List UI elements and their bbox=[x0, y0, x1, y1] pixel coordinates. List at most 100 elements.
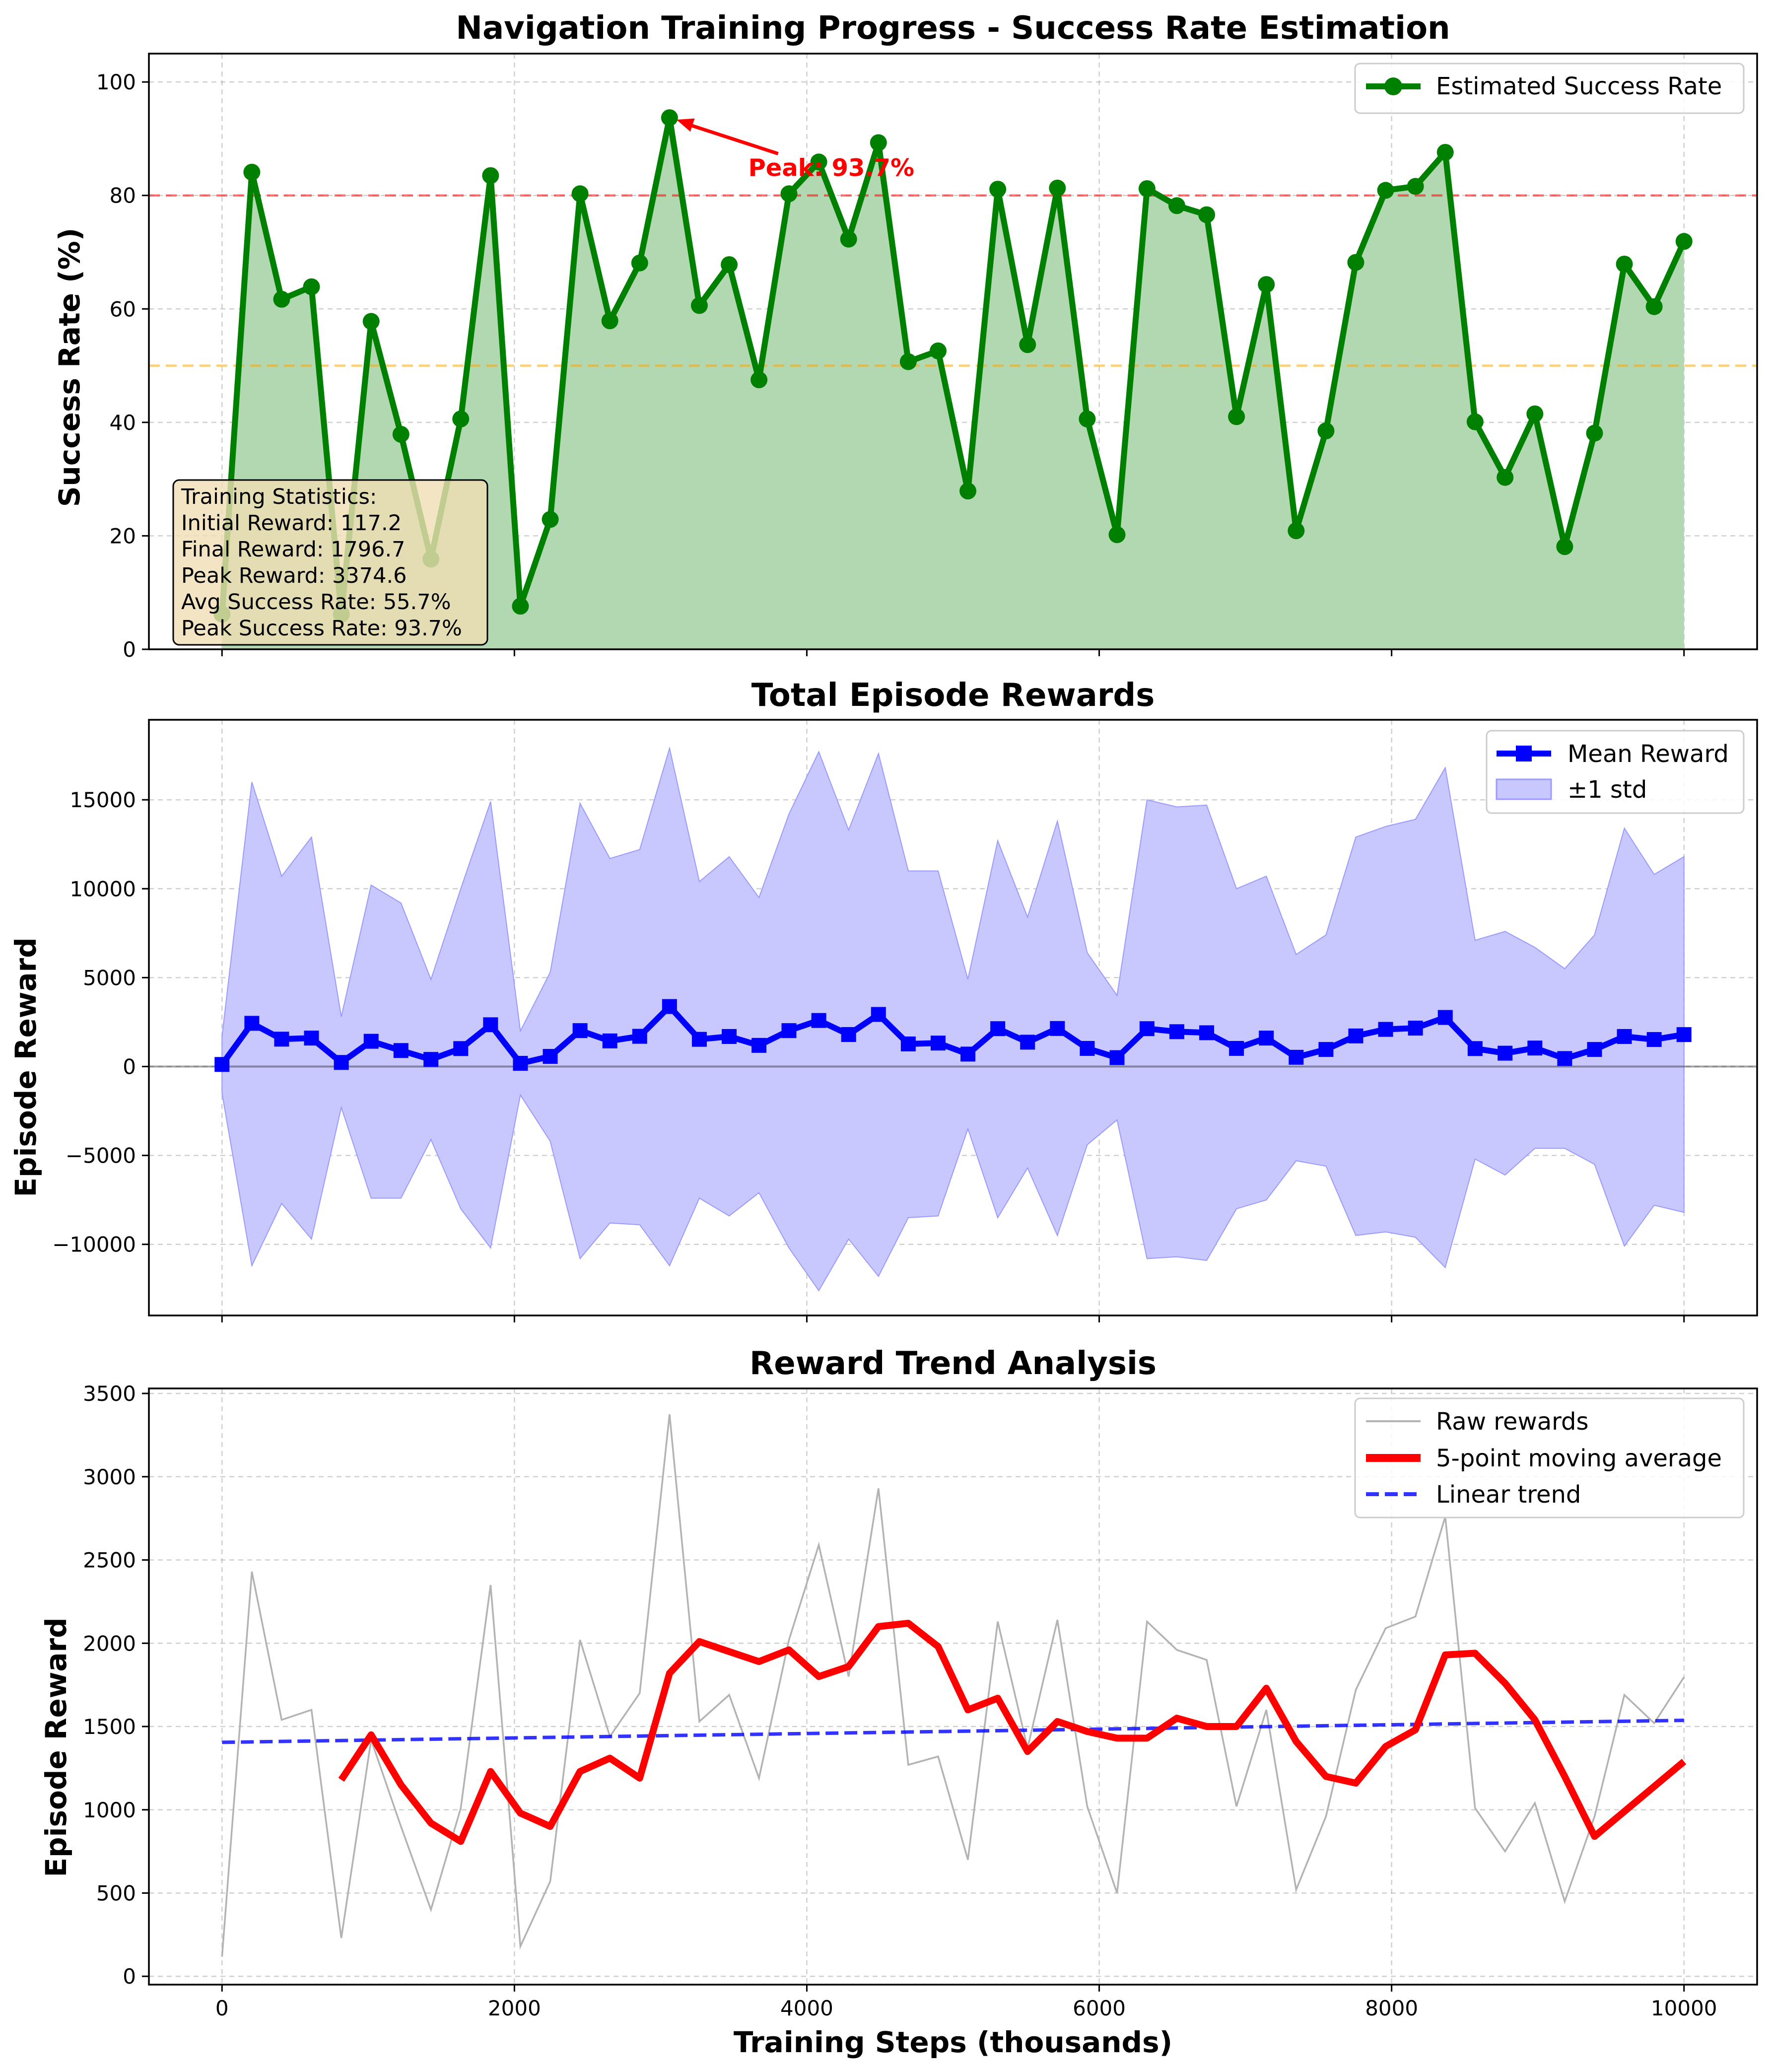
panel-1-legend: Estimated Success Rate bbox=[1354, 63, 1745, 114]
mean-reward-point bbox=[1199, 1025, 1215, 1040]
success-rate-point bbox=[1228, 408, 1245, 425]
x-tick-label: 6000 bbox=[1073, 1996, 1126, 2020]
panel-3-series bbox=[221, 1414, 1687, 1957]
legend-2-mean-swatch-marker bbox=[1516, 746, 1532, 761]
success-rate-point bbox=[690, 297, 708, 314]
success-rate-point bbox=[452, 411, 470, 427]
mean-reward-point bbox=[274, 1032, 289, 1047]
success-rate-point bbox=[661, 109, 678, 127]
panel-1-ylabel: Success Rate (%) bbox=[53, 228, 86, 507]
y-tick-label: 10000 bbox=[69, 877, 136, 901]
y-tick-label: −5000 bbox=[66, 1144, 136, 1168]
mean-reward-point bbox=[423, 1052, 439, 1067]
mean-reward-point bbox=[1139, 1021, 1155, 1036]
y-tick-label: 100 bbox=[96, 70, 136, 94]
mean-reward-point bbox=[1646, 1032, 1662, 1047]
mean-reward-point bbox=[1498, 1045, 1513, 1061]
mean-reward-point bbox=[900, 1036, 916, 1052]
success-rate-point bbox=[362, 313, 380, 330]
mean-reward-point bbox=[1318, 1042, 1334, 1057]
legend-2-mean-label: Mean Reward bbox=[1568, 740, 1729, 768]
success-rate-point bbox=[989, 181, 1007, 198]
panel-3-title: Reward Trend Analysis bbox=[750, 1345, 1157, 1382]
mean-reward-point bbox=[1259, 1031, 1274, 1046]
mean-reward-point bbox=[1617, 1029, 1632, 1044]
success-rate-point bbox=[870, 134, 887, 151]
panel-2-series bbox=[214, 999, 1692, 1072]
success-rate-point bbox=[929, 342, 947, 359]
legend-1-label: Estimated Success Rate bbox=[1436, 72, 1722, 100]
success-rate-point bbox=[1556, 538, 1573, 555]
y-tick-label: 60 bbox=[110, 297, 136, 321]
success-rate-point bbox=[1049, 179, 1066, 197]
stats-line-peak-success: Peak Success Rate: 93.7% bbox=[181, 616, 462, 641]
mean-reward-point bbox=[602, 1033, 617, 1048]
mean-reward-point bbox=[781, 1023, 797, 1038]
mean-reward-point bbox=[1378, 1022, 1393, 1037]
success-rate-point bbox=[571, 185, 589, 203]
success-rate-point bbox=[243, 163, 261, 181]
success-rate-point bbox=[1317, 422, 1335, 439]
mean-reward-point bbox=[543, 1049, 558, 1064]
panel-3-ylabel: Episode Reward bbox=[39, 1617, 73, 1877]
legend-3-ma-label: 5-point moving average bbox=[1436, 1445, 1722, 1472]
peak-arrow bbox=[686, 122, 779, 155]
mean-reward-point bbox=[751, 1037, 767, 1053]
y-tick-label: 20 bbox=[110, 524, 136, 548]
mean-reward-point bbox=[1169, 1024, 1184, 1039]
success-rate-point bbox=[1108, 526, 1126, 544]
y-tick-label: 40 bbox=[110, 411, 136, 435]
success-area-fill bbox=[222, 118, 1684, 650]
success-rate-point bbox=[780, 185, 798, 203]
stats-line-final-reward: Final Reward: 1796.7 bbox=[181, 537, 406, 562]
panel-2-ylabel: Episode Reward bbox=[9, 937, 43, 1197]
mean-reward-point bbox=[1289, 1049, 1304, 1065]
success-rate-point bbox=[1466, 413, 1484, 430]
success-rate-point bbox=[810, 153, 827, 171]
success-rate-point bbox=[1645, 298, 1663, 315]
x-axis-label: Training Steps (thousands) bbox=[734, 2025, 1172, 2059]
mean-reward-point bbox=[1437, 1010, 1453, 1025]
mean-reward-point bbox=[334, 1055, 349, 1070]
linear-trend-line bbox=[222, 1719, 1684, 1744]
raw-rewards-line bbox=[221, 1414, 1685, 1957]
y-tick-label: 0 bbox=[123, 637, 136, 662]
stats-line-heading: Training Statistics: bbox=[181, 484, 377, 509]
mean-reward-point bbox=[1587, 1042, 1602, 1057]
success-rate-point bbox=[1675, 233, 1693, 250]
mean-reward-point bbox=[1229, 1040, 1244, 1056]
mean-reward-point bbox=[662, 999, 677, 1014]
mean-reward-point bbox=[483, 1017, 498, 1033]
success-rate-point bbox=[1616, 256, 1633, 273]
stats-box-background bbox=[172, 479, 488, 646]
success-rate-point bbox=[482, 167, 499, 184]
mean-reward-point bbox=[214, 1057, 230, 1072]
panel-reward-trend: Reward Trend Analysis Episode Reward 0 20… bbox=[39, 1345, 1758, 2059]
plot-frame bbox=[148, 53, 1758, 650]
success-rate-point bbox=[1407, 178, 1424, 195]
success-rate-point bbox=[840, 230, 857, 248]
mean-reward-point bbox=[1020, 1035, 1035, 1050]
mean-reward-point bbox=[363, 1034, 379, 1049]
y-tick-label: 2000 bbox=[83, 1631, 136, 1656]
success-rate-point bbox=[1586, 424, 1603, 442]
success-rate-point bbox=[1168, 197, 1185, 214]
plot-frame bbox=[148, 1387, 1758, 1986]
success-rate-point bbox=[1497, 469, 1514, 486]
y-tick-label: 3000 bbox=[83, 1465, 136, 1489]
success-rate-point bbox=[1436, 143, 1454, 161]
success-rate-point bbox=[1288, 522, 1305, 540]
y-tick-label: 0 bbox=[123, 1055, 136, 1079]
peak-arrowhead bbox=[676, 118, 695, 132]
stats-line-peak-reward: Peak Reward: 3374.6 bbox=[181, 563, 407, 588]
legend-2-std-swatch bbox=[1496, 778, 1552, 800]
success-rate-point bbox=[1347, 254, 1364, 271]
panel-3-axes: 0 2000 4000 6000 8000 10000 0 500 1000 1500 2000 25… bbox=[83, 1381, 1758, 2020]
success-rate-point bbox=[631, 254, 648, 272]
moving-average-line bbox=[338, 1620, 1687, 1845]
y-tick-label: 1000 bbox=[83, 1798, 136, 1822]
panel-2-axes: −10000 −5000 0 5000 10000 15000 bbox=[52, 719, 1758, 1322]
panel-1-series bbox=[213, 109, 1693, 623]
panel-1-title: Navigation Training Progress - Success R… bbox=[456, 10, 1450, 47]
